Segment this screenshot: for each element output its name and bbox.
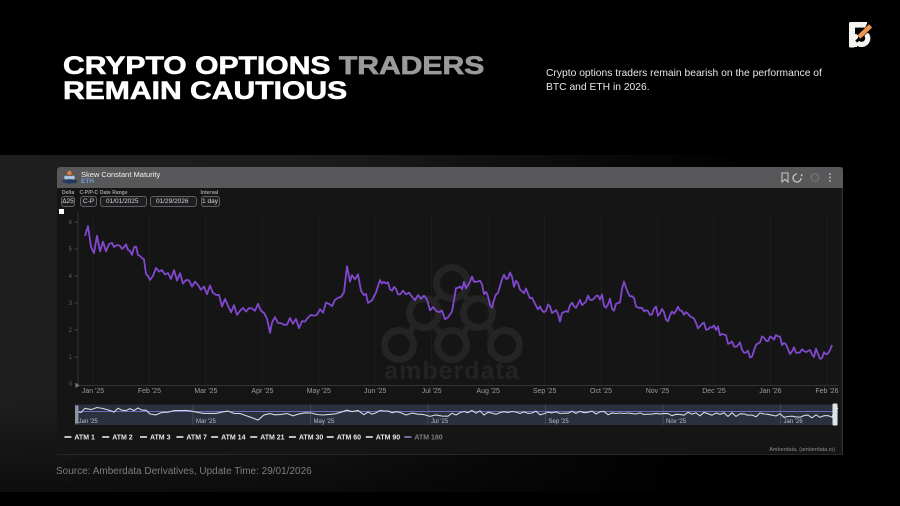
svg-text:May '25: May '25 [314,419,335,425]
svg-text:4: 4 [69,274,73,280]
svg-text:Mar '25: Mar '25 [196,419,216,425]
svg-text:3: 3 [69,301,73,307]
svg-text:ATM 180: ATM 180 [414,435,442,442]
svg-text:ATM 90: ATM 90 [376,435,400,442]
svg-text:ATM 21: ATM 21 [260,435,284,442]
svg-text:Feb '25: Feb '25 [138,388,161,395]
svg-text:Sep '25: Sep '25 [549,419,570,425]
svg-text:Jan '26: Jan '26 [784,419,804,425]
svg-text:1: 1 [69,355,73,361]
svg-text:Apr '25: Apr '25 [251,388,273,395]
svg-text:Oct '25: Oct '25 [590,388,612,395]
svg-text:Aug '25: Aug '25 [476,388,500,395]
svg-text:ATM 2: ATM 2 [112,435,133,442]
svg-text:ATM 60: ATM 60 [337,435,361,442]
svg-text:ATM 14: ATM 14 [221,435,245,442]
svg-text:Mar '25: Mar '25 [194,388,217,395]
svg-text:Jul '25: Jul '25 [422,388,442,395]
svg-text:Jan '26: Jan '26 [759,388,781,395]
svg-text:Jan '25: Jan '25 [79,419,99,425]
svg-text:Jan '25: Jan '25 [82,388,104,395]
svg-text:May '25: May '25 [307,388,331,395]
svg-text:ATM 7: ATM 7 [186,435,207,442]
svg-text:Sep '25: Sep '25 [533,388,557,395]
svg-text:Jun '25: Jun '25 [364,388,386,395]
svg-text:Dec '25: Dec '25 [702,388,726,395]
svg-text:Feb '26: Feb '26 [815,388,838,395]
svg-text:5: 5 [69,247,73,253]
svg-text:ATM 3: ATM 3 [150,435,171,442]
svg-text:Jul '25: Jul '25 [431,419,449,425]
svg-text:Amberdata, (amberdata.io): Amberdata, (amberdata.io) [769,447,835,453]
svg-text:Nov '25: Nov '25 [666,419,687,425]
svg-text:6: 6 [69,220,73,226]
svg-text:ATM 1: ATM 1 [74,435,95,442]
svg-text:2: 2 [69,328,73,334]
svg-text:ATM 30: ATM 30 [299,435,323,442]
svg-text:Nov '25: Nov '25 [646,388,670,395]
svg-text:0: 0 [69,382,73,388]
svg-text:amberdata: amberdata [384,357,520,385]
